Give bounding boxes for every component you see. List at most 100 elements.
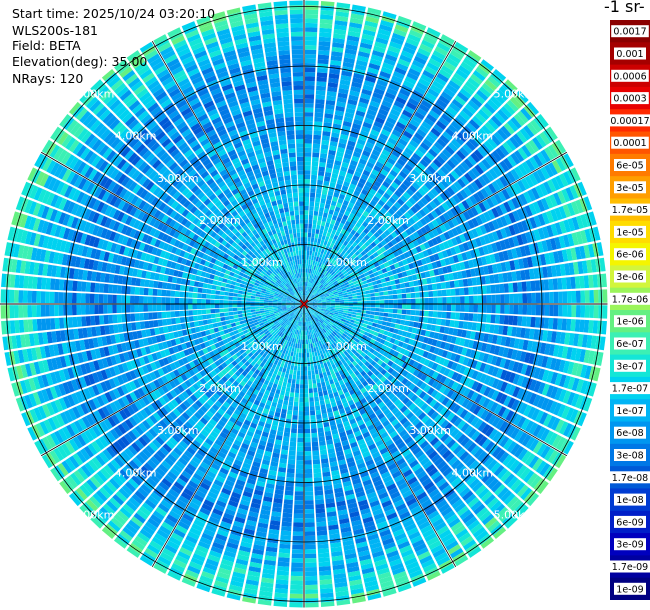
ppi-gate <box>237 328 243 333</box>
ppi-gate <box>304 495 314 501</box>
ppi-gate <box>570 426 581 441</box>
ppi-gate <box>215 575 229 584</box>
ppi-ray <box>181 304 304 587</box>
ppi-gate <box>149 540 163 551</box>
ppi-gate <box>150 456 161 466</box>
ppi-gate <box>428 450 438 460</box>
ppi-gate <box>454 312 460 320</box>
ppi-gate <box>158 419 168 429</box>
ppi-gate <box>192 553 206 562</box>
ppi-gate <box>344 406 351 413</box>
ppi-gate <box>312 305 318 307</box>
ppi-gate <box>336 450 344 457</box>
ppi-gate <box>386 353 393 360</box>
ppi-gate <box>175 430 185 440</box>
ppi-gate <box>504 336 512 347</box>
ppi-gate <box>165 304 171 311</box>
ppi-gate <box>255 531 267 538</box>
ppi-gate <box>156 304 162 312</box>
ppi-gate <box>181 357 189 365</box>
ppi-gate <box>141 365 149 375</box>
ppi-gate <box>357 419 365 427</box>
ppi-gate <box>115 411 124 423</box>
ppi-gate <box>430 324 437 332</box>
ppi-gate <box>330 349 336 355</box>
ppi-gate <box>80 304 86 315</box>
ppi-gate <box>473 503 486 515</box>
ppi-gate <box>270 515 281 522</box>
ppi-gate <box>425 447 435 457</box>
ppi-gate <box>292 329 296 334</box>
ppi-gate <box>236 554 250 562</box>
ppi-gate <box>181 424 191 433</box>
ppi-gate <box>274 393 280 399</box>
ppi-gate <box>213 458 223 467</box>
ppi-gate <box>219 295 225 300</box>
ppi-gate <box>348 369 354 375</box>
ppi-gate <box>317 548 330 554</box>
ppi-gate <box>277 336 282 342</box>
ppi-gate <box>343 448 352 455</box>
ppi-gate <box>340 435 348 442</box>
ppi-gate <box>202 457 212 466</box>
ppi-gate <box>338 322 344 327</box>
ppi-gate <box>424 367 431 375</box>
ppi-gate <box>508 315 514 326</box>
ppi-gate <box>357 462 366 470</box>
ppi-gate <box>190 476 201 486</box>
ppi-gate <box>80 432 91 445</box>
ppi-gate <box>418 391 427 400</box>
ppi-gate <box>157 281 163 289</box>
ppi-gate <box>479 384 488 395</box>
ppi-gate <box>304 415 310 421</box>
ppi-gate <box>138 296 144 304</box>
ppi-gate <box>356 335 362 341</box>
ppi-gate <box>329 461 338 467</box>
ppi-gate <box>251 437 260 444</box>
ppi-gate <box>345 317 351 322</box>
ppi-gate <box>387 427 396 435</box>
ppi-gate <box>346 456 355 464</box>
ppi-gate <box>540 445 551 459</box>
ppi-gate <box>306 316 309 322</box>
ppi-gate <box>5 305 10 319</box>
ppi-gate <box>186 397 195 406</box>
ppi-gate <box>307 312 310 317</box>
ppi-gate <box>197 293 202 299</box>
ppi-gate <box>583 319 590 333</box>
ppi-gate <box>170 354 178 362</box>
ppi-gate <box>362 451 371 458</box>
ppi-gate <box>220 334 227 340</box>
ppi-gate <box>319 400 325 406</box>
ppi-gate <box>447 456 458 466</box>
ppi-gate <box>220 416 229 424</box>
ppi-gate <box>357 383 364 390</box>
ppi-gate <box>516 464 528 478</box>
ppi-gate <box>349 418 357 425</box>
ppi-gate <box>318 354 322 360</box>
ppi-gate <box>547 450 559 464</box>
ppi-gate <box>351 335 357 341</box>
ppi-gate <box>298 406 304 412</box>
ppi-gate <box>221 362 228 369</box>
ppi-gate <box>313 392 319 398</box>
ppi-gate <box>455 304 461 312</box>
ppi-gate <box>104 379 113 391</box>
ppi-gate <box>339 320 345 325</box>
ppi-gate <box>233 520 245 528</box>
ppi-gate <box>404 337 410 344</box>
ppi-gate <box>179 297 184 304</box>
ppi-gate <box>268 433 276 440</box>
ppi-gate <box>291 307 297 311</box>
ppi-gate <box>161 384 169 394</box>
ppi-gate <box>162 443 173 453</box>
ppi-gate <box>399 417 409 425</box>
ppi-gate <box>283 311 289 315</box>
ppi-gate <box>137 367 145 376</box>
ppi-gate <box>266 338 272 344</box>
ppi-gate <box>352 524 364 531</box>
ppi-gate <box>165 440 176 450</box>
ppi-gate <box>462 321 469 330</box>
ppi-gate <box>284 324 289 330</box>
ppi-gate <box>371 383 379 391</box>
